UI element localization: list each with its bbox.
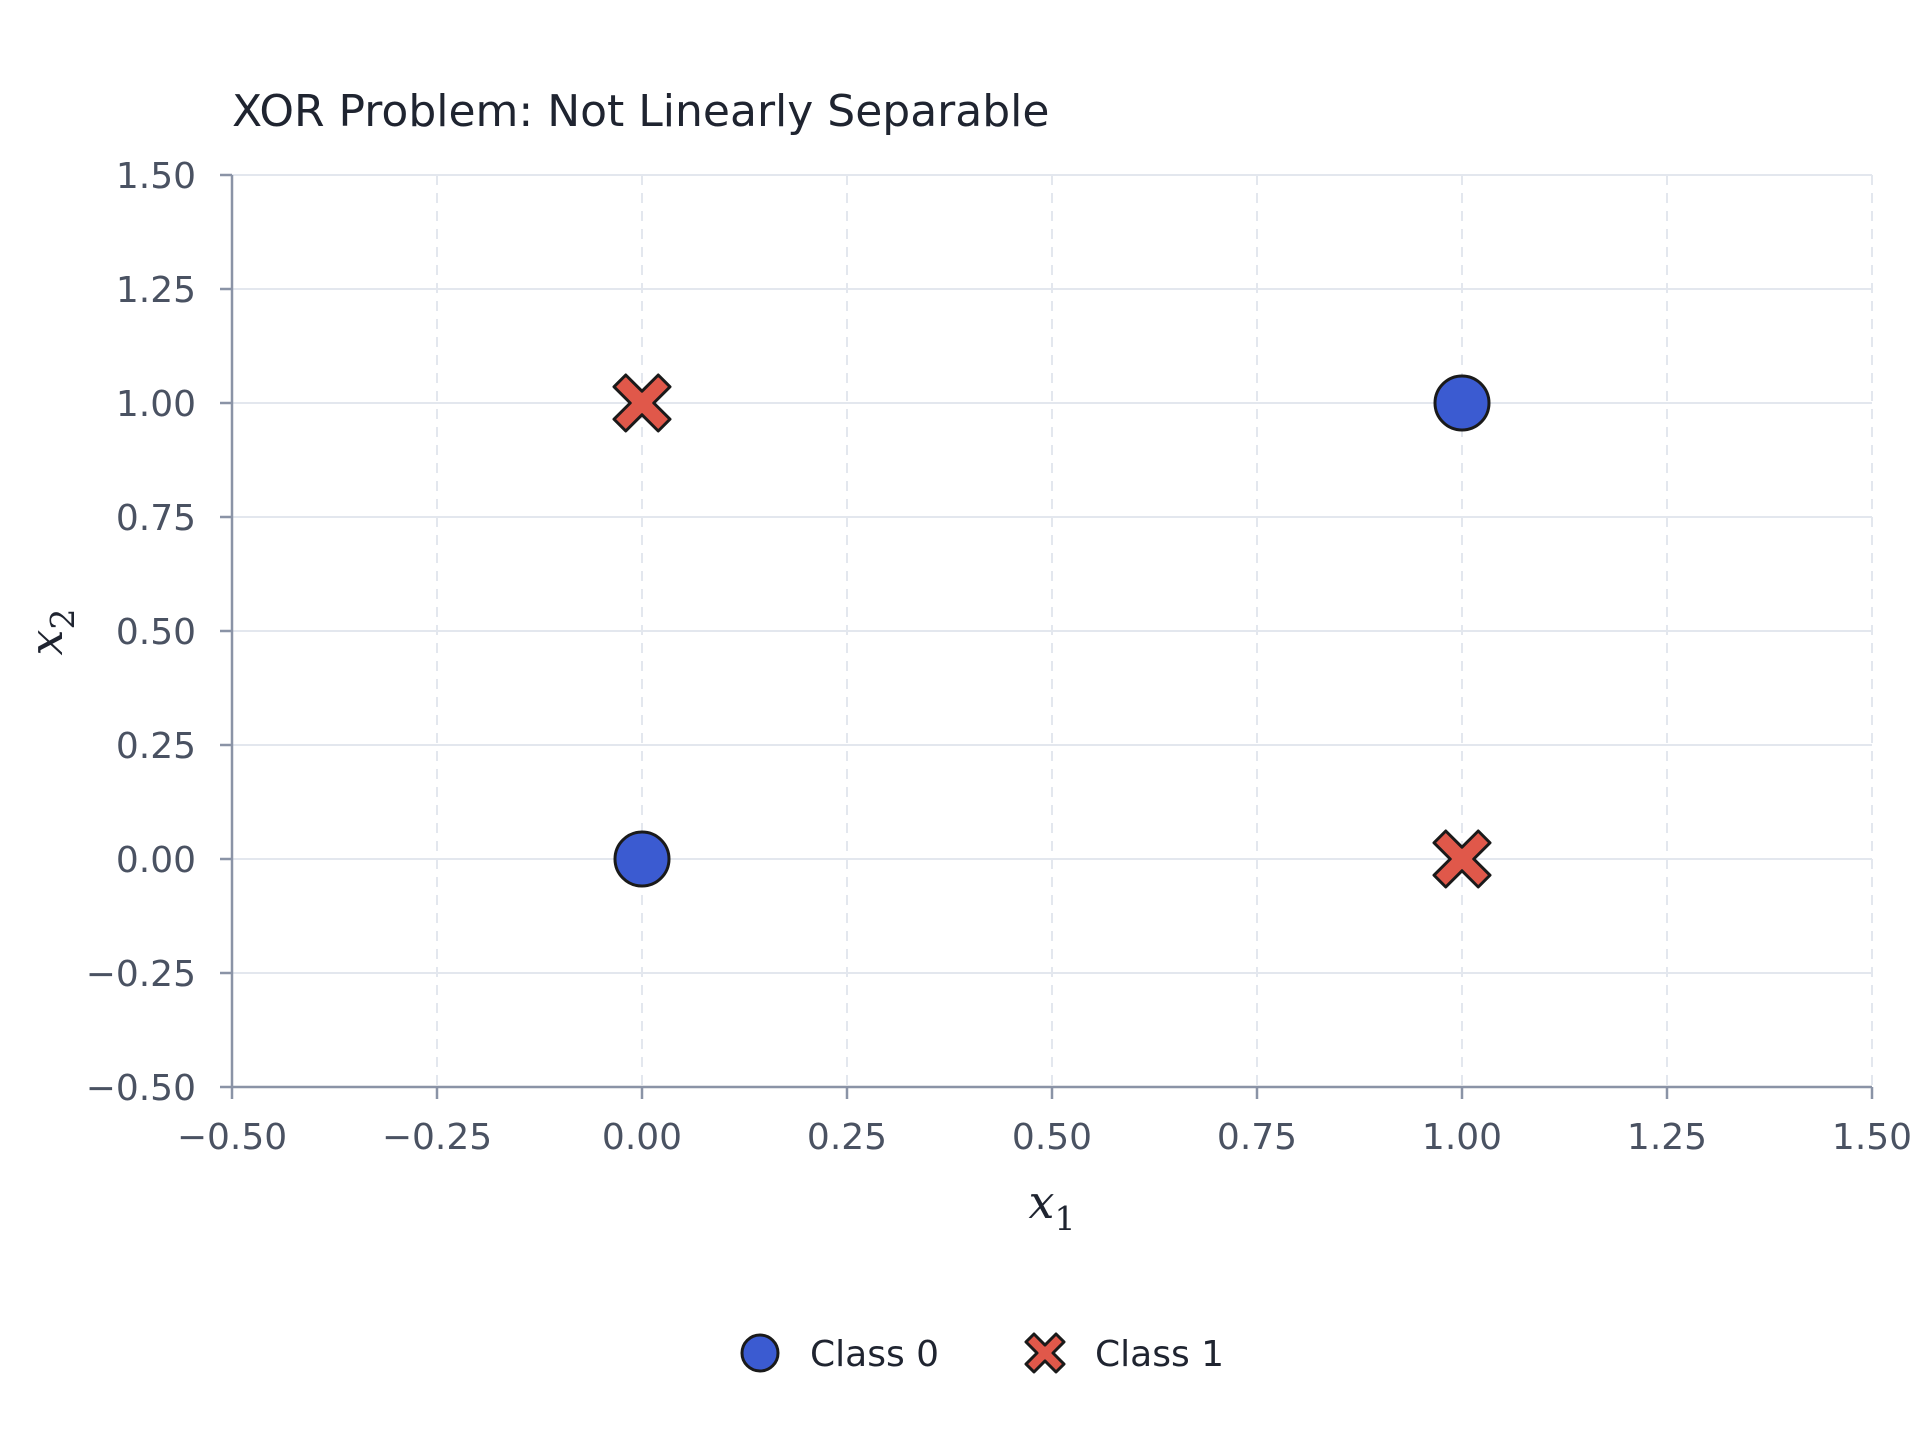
y-tick-label: −0.25	[86, 954, 196, 995]
x-tick-label: −0.25	[382, 1117, 492, 1158]
x-tick-label: 1.00	[1422, 1117, 1502, 1158]
data-points	[612, 373, 1492, 889]
y-tick-label: 1.50	[116, 156, 196, 197]
legend-item-class-0: Class 0	[740, 1333, 939, 1375]
y-tick-label: 0.25	[116, 726, 196, 767]
axes	[220, 173, 1874, 1099]
grid	[231, 174, 1873, 1088]
x-tick-label: 0.50	[1012, 1117, 1092, 1158]
y-tick-label: 0.75	[116, 498, 196, 539]
class-1-point	[1432, 829, 1492, 889]
x-tick-label: 0.75	[1217, 1117, 1297, 1158]
legend: Class 0 Class 1	[740, 1332, 1224, 1375]
y-tick-label: 0.00	[116, 840, 196, 881]
x-tick-label: 0.25	[807, 1117, 887, 1158]
y-axis-label: x2	[19, 609, 82, 656]
class-1-point	[612, 373, 672, 433]
tick-labels: −0.50 −0.25 0.00 0.25 0.50 0.75 1.00 1.25 1.50 −0…	[86, 156, 1912, 1158]
x-tick-label: 0.00	[602, 1117, 682, 1158]
legend-marker-circle	[740, 1333, 780, 1373]
y-tick-label: 1.25	[116, 270, 196, 311]
class-0-point	[613, 830, 671, 888]
y-tick-label: 1.00	[116, 384, 196, 425]
x-tick-label: 1.50	[1832, 1117, 1912, 1158]
chart-title: XOR Problem: Not Linearly Separable	[232, 86, 1049, 137]
y-tick-label: −0.50	[86, 1068, 196, 1109]
x-tick-label: −0.50	[177, 1117, 287, 1158]
legend-marker-x	[1024, 1332, 1066, 1374]
legend-label: Class 0	[810, 1334, 939, 1375]
class-0-point	[1433, 374, 1491, 432]
x-tick-label: 1.25	[1627, 1117, 1707, 1158]
legend-item-class-1: Class 1	[1024, 1332, 1224, 1375]
legend-label: Class 1	[1095, 1334, 1224, 1375]
y-tick-label: 0.50	[116, 612, 196, 653]
x-axis-label: x1	[1029, 1175, 1076, 1238]
